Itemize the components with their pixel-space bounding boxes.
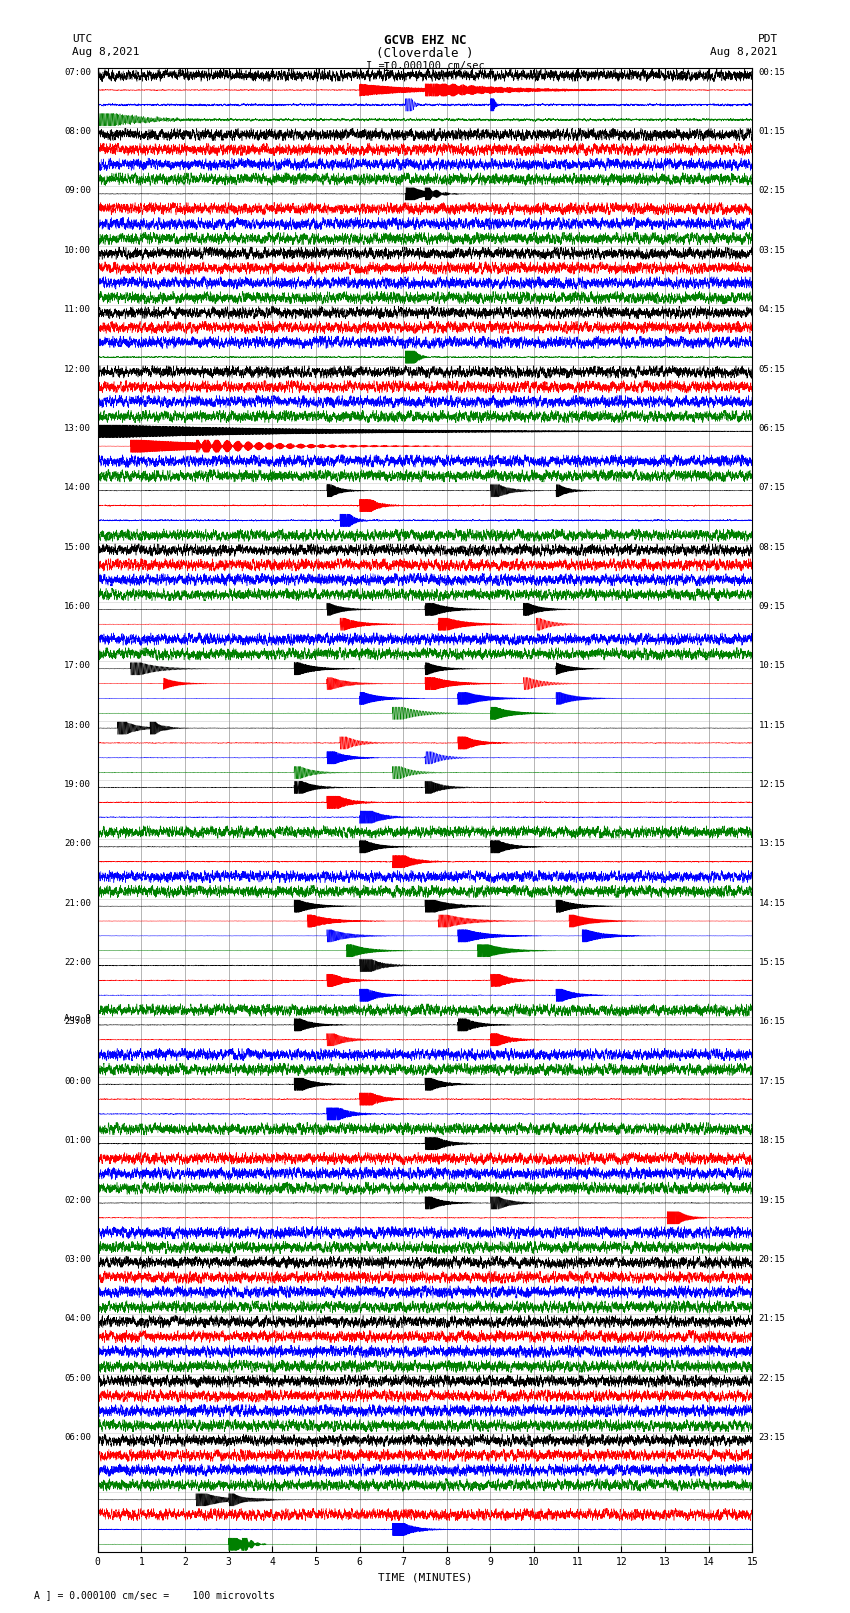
Text: 22:00: 22:00 (65, 958, 91, 968)
Text: 20:00: 20:00 (65, 839, 91, 848)
Text: 05:15: 05:15 (759, 365, 785, 374)
Text: 18:15: 18:15 (759, 1136, 785, 1145)
Text: 04:00: 04:00 (65, 1315, 91, 1323)
Text: 10:00: 10:00 (65, 245, 91, 255)
Text: 03:00: 03:00 (65, 1255, 91, 1265)
Text: 16:15: 16:15 (759, 1018, 785, 1026)
Text: 06:15: 06:15 (759, 424, 785, 432)
Text: (Cloverdale ): (Cloverdale ) (377, 47, 473, 60)
Text: 11:15: 11:15 (759, 721, 785, 729)
Text: 02:15: 02:15 (759, 187, 785, 195)
Text: 19:00: 19:00 (65, 781, 91, 789)
Text: 11:00: 11:00 (65, 305, 91, 315)
Text: 18:00: 18:00 (65, 721, 91, 729)
Text: 09:00: 09:00 (65, 187, 91, 195)
Text: 12:15: 12:15 (759, 781, 785, 789)
Text: I: I (383, 61, 390, 74)
Text: Aug 8,2021: Aug 8,2021 (711, 47, 778, 56)
Text: 13:15: 13:15 (759, 839, 785, 848)
Text: 16:00: 16:00 (65, 602, 91, 611)
Text: 07:00: 07:00 (65, 68, 91, 77)
Text: Aug 8,2021: Aug 8,2021 (72, 47, 139, 56)
Text: 21:15: 21:15 (759, 1315, 785, 1323)
Text: 23:00: 23:00 (65, 1018, 91, 1026)
Text: 15:00: 15:00 (65, 542, 91, 552)
Text: UTC: UTC (72, 34, 93, 44)
Text: 07:15: 07:15 (759, 484, 785, 492)
Text: 00:00: 00:00 (65, 1077, 91, 1086)
Text: 01:15: 01:15 (759, 127, 785, 135)
Text: 09:15: 09:15 (759, 602, 785, 611)
Text: 15:15: 15:15 (759, 958, 785, 968)
X-axis label: TIME (MINUTES): TIME (MINUTES) (377, 1573, 473, 1582)
Text: 14:00: 14:00 (65, 484, 91, 492)
Text: 20:15: 20:15 (759, 1255, 785, 1265)
Text: PDT: PDT (757, 34, 778, 44)
Text: A ] = 0.000100 cm/sec =    100 microvolts: A ] = 0.000100 cm/sec = 100 microvolts (34, 1590, 275, 1600)
Text: 17:15: 17:15 (759, 1077, 785, 1086)
Text: 17:00: 17:00 (65, 661, 91, 671)
Text: I = 0.000100 cm/sec: I = 0.000100 cm/sec (366, 61, 484, 71)
Text: 08:00: 08:00 (65, 127, 91, 135)
Text: 08:15: 08:15 (759, 542, 785, 552)
Text: 21:00: 21:00 (65, 898, 91, 908)
Text: 19:15: 19:15 (759, 1195, 785, 1205)
Text: 22:15: 22:15 (759, 1374, 785, 1382)
Text: Aug 9: Aug 9 (65, 1015, 91, 1024)
Text: 05:00: 05:00 (65, 1374, 91, 1382)
Text: 23:15: 23:15 (759, 1432, 785, 1442)
Text: 13:00: 13:00 (65, 424, 91, 432)
Text: 01:00: 01:00 (65, 1136, 91, 1145)
Text: 14:15: 14:15 (759, 898, 785, 908)
Text: 02:00: 02:00 (65, 1195, 91, 1205)
Text: 00:15: 00:15 (759, 68, 785, 77)
Text: GCVB EHZ NC: GCVB EHZ NC (383, 34, 467, 47)
Text: 06:00: 06:00 (65, 1432, 91, 1442)
Text: 12:00: 12:00 (65, 365, 91, 374)
Text: 04:15: 04:15 (759, 305, 785, 315)
Text: 10:15: 10:15 (759, 661, 785, 671)
Text: 03:15: 03:15 (759, 245, 785, 255)
